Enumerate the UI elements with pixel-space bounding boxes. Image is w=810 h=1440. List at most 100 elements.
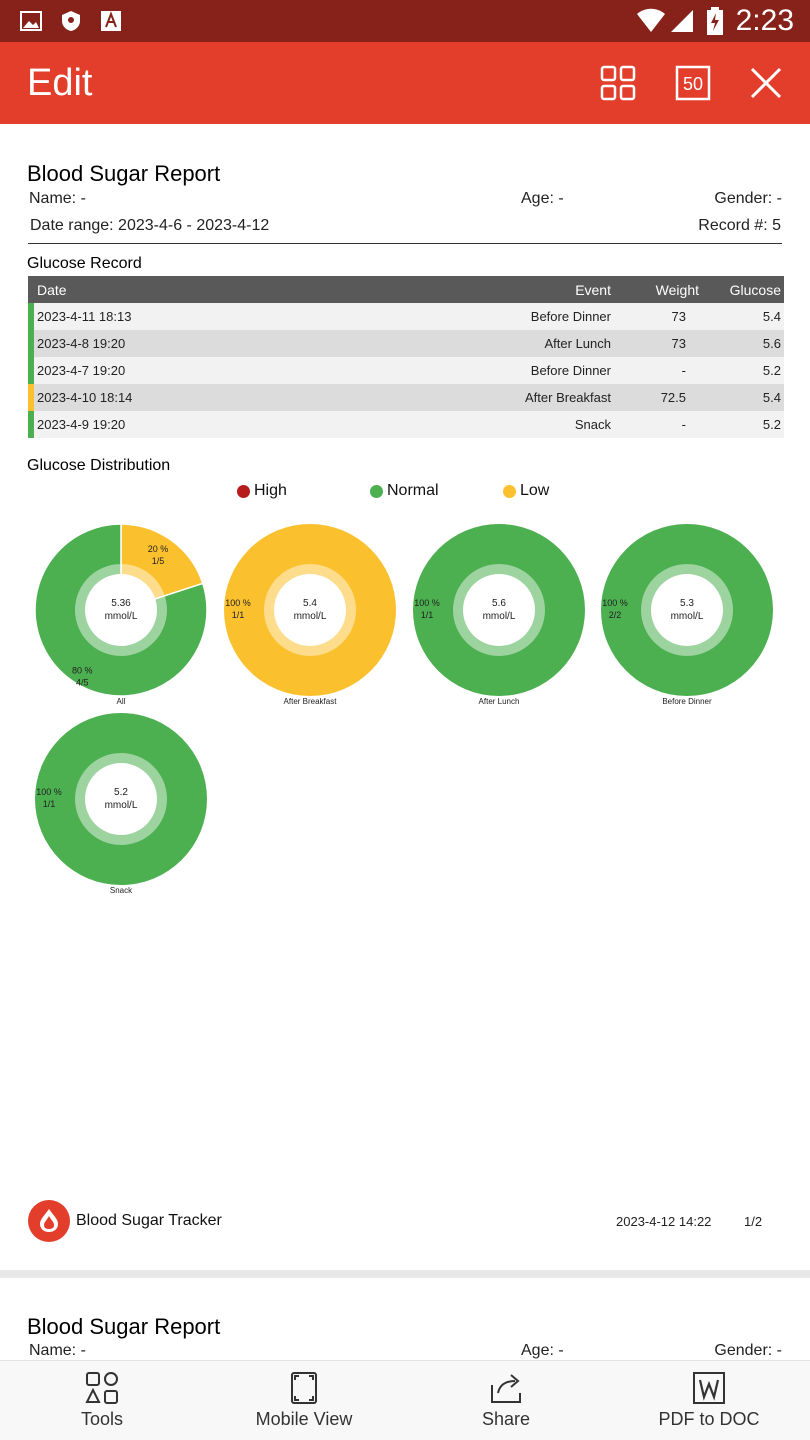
pie-percent-label: 100 % — [225, 598, 251, 608]
patient-name-page-2: Name: - — [29, 1342, 86, 1359]
cell-date: 2023-4-10 18:14 — [34, 384, 339, 411]
cell-weight: - — [614, 411, 702, 438]
pie-center-value: 5.6 — [492, 598, 506, 609]
page-separator — [0, 1270, 810, 1278]
status-marker — [28, 330, 34, 357]
legend-dot-normal — [370, 484, 383, 498]
pie-center-unit: mmol/L — [483, 611, 516, 622]
glucose-record-title: Glucose Record — [27, 255, 142, 272]
image-icon — [20, 11, 42, 31]
pie-center — [651, 574, 723, 646]
footer-brand: Blood Sugar Tracker — [76, 1212, 222, 1229]
cell-glucose: 5.4 — [702, 303, 784, 330]
cell-glucose: 5.6 — [702, 330, 784, 357]
cell-date: 2023-4-11 18:13 — [34, 303, 339, 330]
page-title: Edit — [27, 62, 93, 104]
cell-event: After Lunch — [338, 330, 614, 357]
share-button[interactable]: Share — [466, 1361, 546, 1440]
pie-center-unit: mmol/L — [105, 800, 138, 811]
cell-glucose: 5.2 — [702, 357, 784, 384]
page-50-icon: 50 — [675, 65, 711, 101]
legend-label: Low — [520, 482, 550, 499]
legend-dot-high — [237, 484, 250, 498]
status-marker — [28, 411, 34, 438]
pdf-to-doc-label: PDF to DOC — [658, 1409, 760, 1429]
legend-item-low: Low — [503, 482, 549, 500]
status-marker — [28, 384, 34, 411]
pie-percent-label: 20 % — [148, 544, 169, 554]
pie-center — [85, 763, 157, 835]
pie-count-label: 1/1 — [232, 610, 245, 620]
page-50-label: 50 — [683, 74, 703, 94]
legend-dot-low — [503, 484, 516, 498]
pie-percent-label: 100 % — [602, 598, 628, 608]
patient-age: Age: - — [521, 190, 564, 207]
pie-count-label: 1/1 — [421, 610, 434, 620]
battery-charging-icon — [707, 7, 723, 35]
status-marker — [28, 357, 34, 384]
header-date: Date — [34, 276, 339, 303]
report-page-1: Blood Sugar Report Name: - Age: - Gender… — [0, 124, 810, 1270]
tools-icon — [85, 1372, 118, 1404]
pie-center-value: 5.36 — [111, 598, 131, 609]
report-title: Blood Sugar Report — [27, 161, 221, 186]
legend-label: High — [254, 482, 287, 499]
header-event: Event — [338, 276, 614, 303]
cell-glucose: 5.4 — [702, 384, 784, 411]
cell-event: After Breakfast — [338, 384, 614, 411]
table-row: 2023-4-11 18:13 Before Dinner 73 5.4 — [28, 303, 784, 330]
cell-event: Snack — [338, 411, 614, 438]
mobile-view-label: Mobile View — [255, 1409, 353, 1429]
pie-center-unit: mmol/L — [105, 611, 138, 622]
pie-center-value: 5.2 — [114, 787, 128, 798]
patient-gender-page-2: Gender: - — [714, 1342, 782, 1359]
legend-label: Normal — [387, 482, 439, 499]
pie-percent-label: 80 % — [72, 665, 93, 675]
pie-count-label: 4/5 — [76, 677, 89, 687]
footer-date: 2023-4-12 14:22 — [616, 1214, 712, 1229]
word-doc-icon — [693, 1372, 725, 1404]
table-row: 2023-4-10 18:14 After Breakfast 72.5 5.4 — [28, 384, 784, 411]
pie-count-label: 2/2 — [609, 610, 622, 620]
pie-title: After Lunch — [479, 697, 520, 706]
tools-label: Tools — [80, 1409, 124, 1429]
status-time: 2:23 — [735, 4, 794, 37]
legend-item-normal: Normal — [370, 482, 439, 500]
pie-title: Before Dinner — [662, 697, 712, 706]
share-icon — [491, 1374, 521, 1403]
legend-item-high: High — [237, 482, 287, 500]
page-50-button[interactable]: 50 — [673, 63, 713, 103]
pdf-to-doc-button[interactable]: PDF to DOC — [654, 1361, 764, 1440]
grid-view-icon[interactable] — [598, 63, 638, 103]
close-icon[interactable] — [746, 63, 786, 103]
pie-percent-label: 100 % — [36, 787, 62, 797]
pie-center-value: 5.3 — [680, 598, 694, 609]
bottom-toolbar: Tools Mobile View Share PDF to DOC — [0, 1360, 810, 1440]
cell-event: Before Dinner — [338, 303, 614, 330]
cell-date: 2023-4-7 19:20 — [34, 357, 339, 384]
mobile-view-button[interactable]: Mobile View — [244, 1361, 364, 1440]
glucose-distribution-title: Glucose Distribution — [27, 457, 171, 474]
glucose-record-table: Date Event Weight Glucose 2023-4-11 18:1… — [28, 276, 784, 438]
report-title-page-2: Blood Sugar Report — [27, 1314, 221, 1339]
cell-glucose: 5.2 — [702, 411, 784, 438]
pie-center — [463, 574, 535, 646]
tools-button[interactable]: Tools — [62, 1361, 142, 1440]
table-row: 2023-4-9 19:20 Snack -5.2 — [28, 411, 784, 438]
shield-icon — [62, 11, 80, 31]
pie-center-value: 5.4 — [303, 598, 317, 609]
patient-gender: Gender: - — [714, 190, 782, 207]
divider — [28, 243, 782, 244]
cell-weight: 73 — [614, 330, 702, 357]
record-count: Record #: 5 — [698, 217, 781, 234]
pie-center-unit: mmol/L — [671, 611, 704, 622]
cell-date: 2023-4-9 19:20 — [34, 411, 339, 438]
pie-title: All — [117, 697, 126, 706]
cell-weight: 72.5 — [614, 384, 702, 411]
wifi-icon — [637, 8, 665, 32]
cell-weight: - — [614, 357, 702, 384]
app-bar: Edit 50 — [0, 42, 810, 124]
table-header-row: Date Event Weight Glucose — [28, 276, 784, 303]
glucose-distribution-charts: 5.36 mmol/L All 20 % 1/5 80 % 4/5 5.4 mmol/L Afte… — [34, 523, 773, 895]
header-weight: Weight — [614, 276, 702, 303]
